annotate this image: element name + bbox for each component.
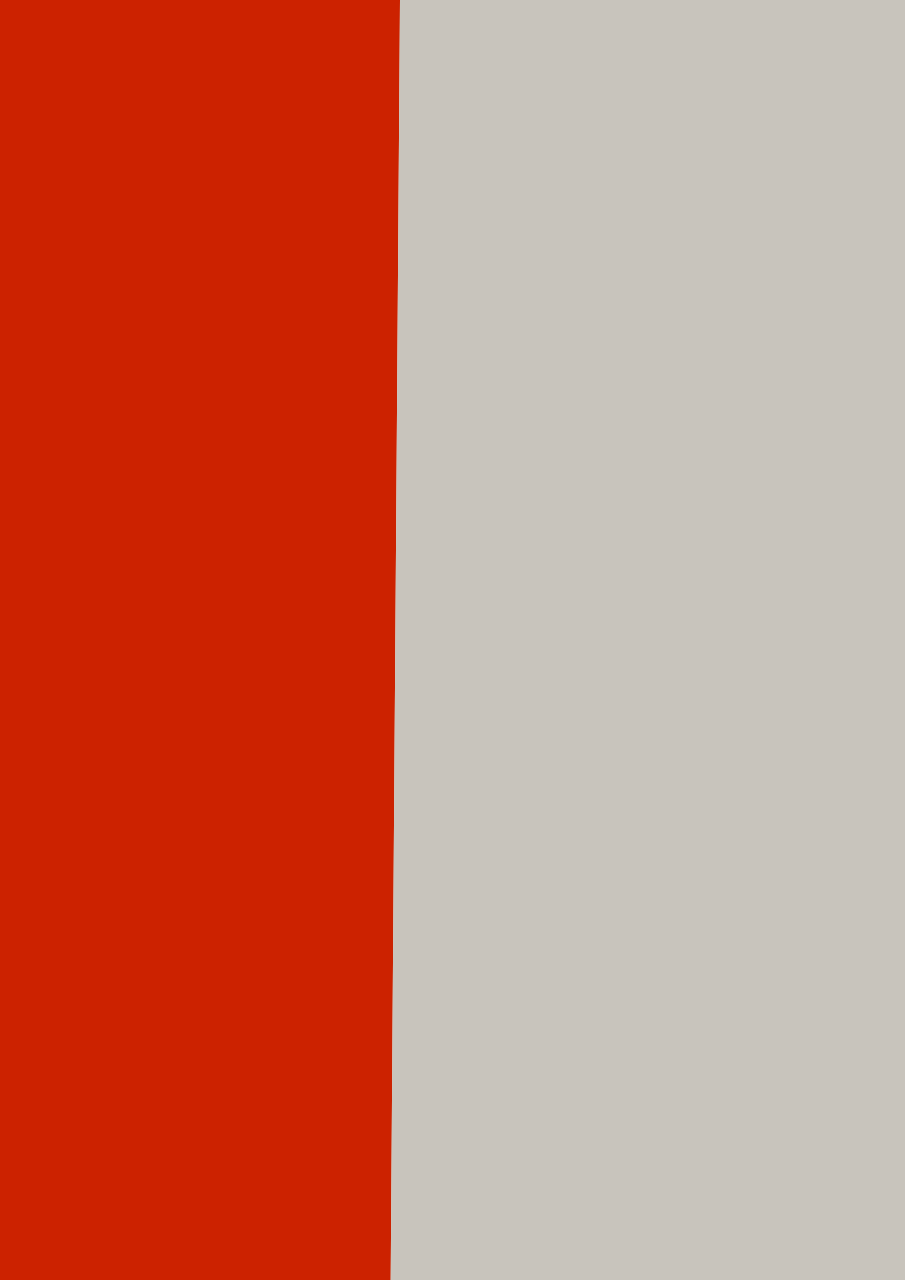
Polygon shape (360, 0, 905, 1280)
Polygon shape (0, 0, 400, 1280)
